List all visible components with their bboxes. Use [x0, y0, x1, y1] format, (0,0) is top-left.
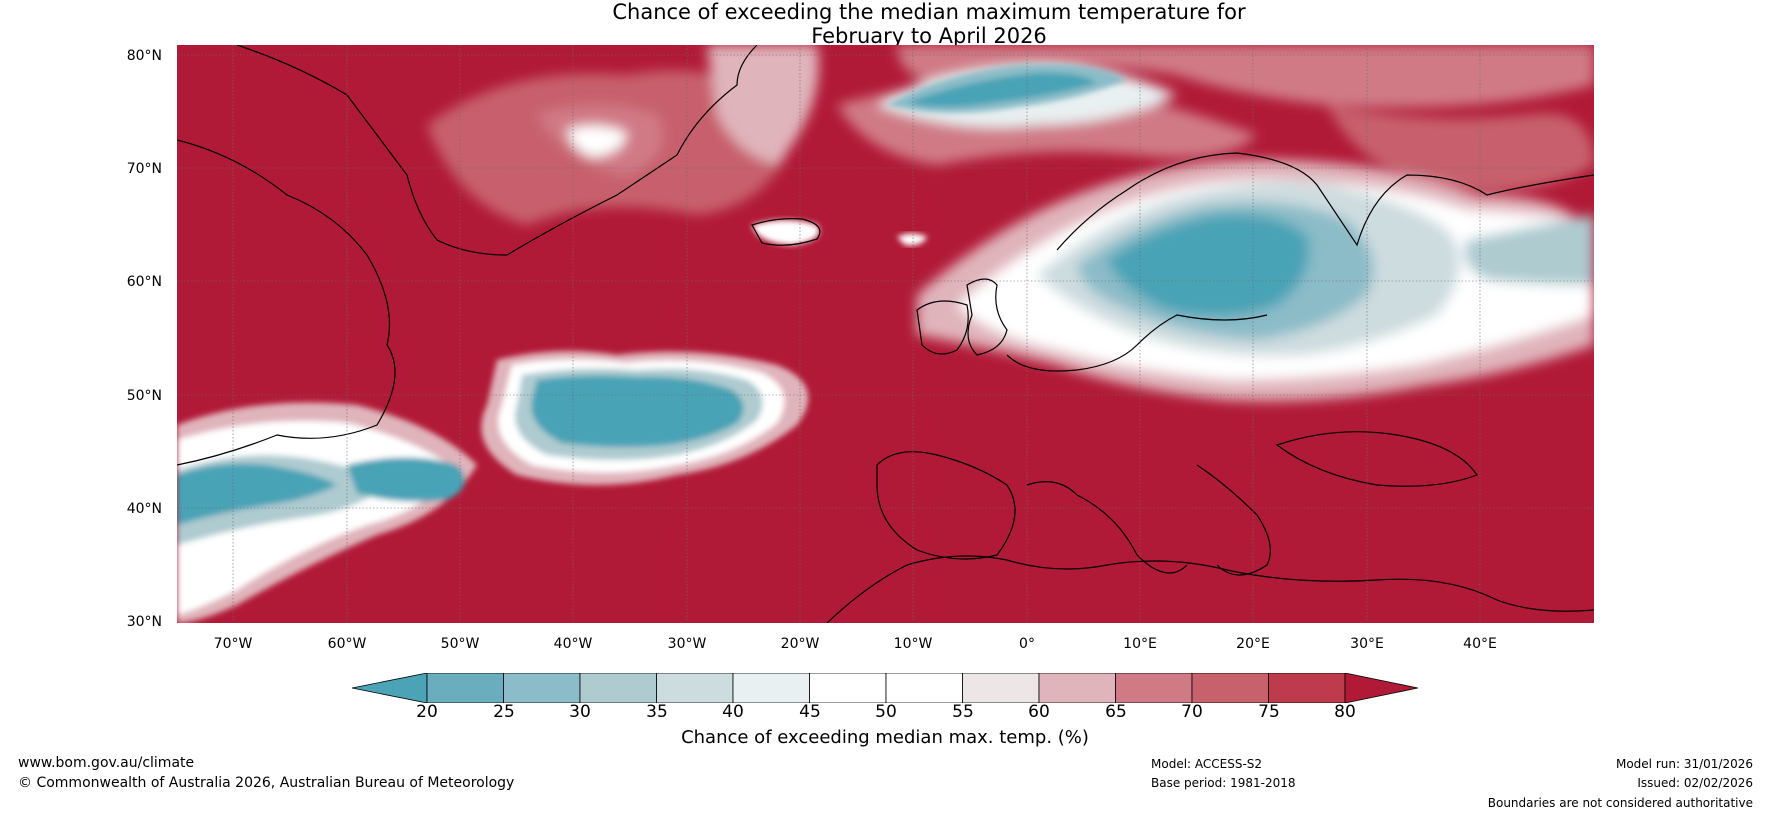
colorbar-tick-75: 75	[1258, 702, 1280, 722]
greenland-coastline	[236, 45, 758, 256]
footer-issued: Issued: 02/02/2026	[1637, 776, 1753, 790]
north-european-coastline	[1006, 314, 1268, 372]
lon-label-30e: 30°E	[1350, 636, 1384, 652]
footer-base-period: Base period: 1981-2018	[1151, 776, 1296, 790]
iceland-coastline	[751, 218, 821, 246]
colorbar-tick-80: 80	[1334, 702, 1356, 722]
lat-label-30n: 30°N	[126, 614, 162, 630]
faroe-neutral-region	[897, 233, 927, 246]
north-africa-coastline	[826, 555, 1594, 623]
lon-label-10w: 10°W	[893, 636, 933, 652]
iberian-coastline	[876, 451, 1016, 560]
footer-model-run: Model run: 31/01/2026	[1615, 757, 1753, 771]
lat-label-80n: 80°N	[126, 48, 162, 64]
footer-model: Model: ACCESS-S2	[1151, 757, 1263, 771]
footer-disclaimer: Boundaries are not considered authoritat…	[1487, 796, 1753, 810]
great-britain-coastline	[966, 278, 1008, 356]
lon-label-40e: 40°E	[1463, 636, 1497, 652]
colorbar-segment-25-30	[503, 673, 581, 703]
lon-label-40w: 40°W	[553, 636, 593, 652]
lon-label-50w: 50°W	[440, 636, 480, 652]
graticule	[177, 45, 1594, 623]
lat-label-70n: 70°N	[126, 161, 162, 177]
lat-label-60n: 60°N	[126, 274, 162, 290]
colorbar-segment-above-80	[1344, 673, 1418, 703]
colorbar	[352, 673, 1418, 703]
lon-label-0: 0°	[1019, 636, 1035, 652]
colorbar-tick-70: 70	[1181, 702, 1203, 722]
italy-coastline	[1026, 481, 1188, 574]
colorbar-tick-55: 55	[952, 702, 974, 722]
north-america-coastline	[177, 139, 396, 466]
footer-website: www.bom.gov.au/climate	[18, 755, 195, 771]
lat-label-50n: 50°N	[126, 388, 162, 404]
lat-label-40n: 40°N	[126, 501, 162, 517]
colorbar-segment-below-20	[352, 673, 428, 703]
colorbar-segment-55-60	[962, 673, 1040, 703]
colorbar-segment-70-75	[1191, 673, 1269, 703]
colorbar-tick-25: 25	[493, 702, 515, 722]
colorbar-tick-60: 60	[1028, 702, 1050, 722]
lon-label-60w: 60°W	[327, 636, 367, 652]
balkans-coastline	[1196, 464, 1271, 576]
map-canvas	[177, 45, 1594, 623]
mid-atlantic-cool-region	[481, 351, 809, 485]
colorbar-tick-35: 35	[646, 702, 668, 722]
iceland-warm-neutral-region	[752, 220, 820, 245]
colorbar-tick-30: 30	[569, 702, 591, 722]
lon-label-10e: 10°E	[1123, 636, 1157, 652]
coastlines	[177, 45, 1594, 623]
colorbar-tick-65: 65	[1105, 702, 1127, 722]
northern-cool-patch	[887, 64, 1127, 114]
scandinavia-coastline	[1056, 152, 1594, 251]
colorbar-segment-65-70	[1115, 673, 1193, 703]
map-title: Chance of exceeding the median maximum t…	[0, 0, 1770, 48]
colorbar-segment-75-80	[1268, 673, 1346, 703]
ireland-coastline	[916, 300, 969, 355]
lon-label-70w: 70°W	[213, 636, 253, 652]
forecast-map	[177, 45, 1594, 623]
colorbar-segment-50-55	[885, 673, 963, 703]
colorbar-segment-30-35	[579, 673, 657, 703]
lon-label-30w: 30°W	[667, 636, 707, 652]
colorbar-segment-45-50	[809, 673, 887, 703]
lon-label-20w: 20°W	[780, 636, 820, 652]
title-line-2: February to April 2026	[811, 24, 1047, 48]
colorbar-segment-20-25	[426, 673, 504, 703]
colorbar-tick-40: 40	[722, 702, 744, 722]
colorbar-label: Chance of exceeding median max. temp. (%…	[681, 727, 1089, 748]
title-line-1: Chance of exceeding the median maximum t…	[612, 0, 1246, 24]
colorbar-segment-60-65	[1038, 673, 1116, 703]
colorbar-segment-35-40	[656, 673, 734, 703]
colorbar-tick-45: 45	[799, 702, 821, 722]
lon-label-20e: 20°E	[1236, 636, 1270, 652]
footer-copyright: © Commonwealth of Australia 2026, Austra…	[18, 775, 515, 791]
colorbar-tick-50: 50	[875, 702, 897, 722]
black-sea-coastline	[1275, 431, 1478, 487]
western-atlantic-cool-region	[177, 402, 477, 623]
colorbar-tick-20: 20	[416, 702, 438, 722]
colorbar-segment-40-45	[732, 673, 810, 703]
